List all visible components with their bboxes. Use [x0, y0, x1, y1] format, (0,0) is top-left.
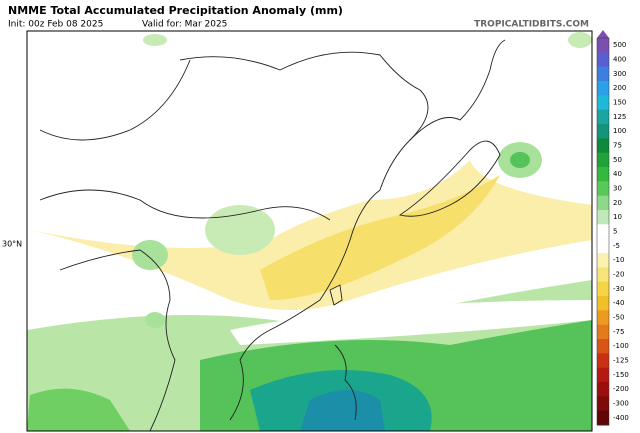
- colorbar-segment: [597, 353, 609, 369]
- colorbar-segment: [597, 109, 609, 125]
- colorbar-segment: [597, 253, 609, 268]
- colorbar-label: -75: [613, 328, 624, 336]
- colorbar-label: 100: [613, 127, 626, 135]
- colorbar-label: -10: [613, 256, 624, 264]
- colorbar-label: 10: [613, 213, 622, 221]
- colorbar-label: 400: [613, 56, 626, 64]
- colorbar-label: 300: [613, 70, 626, 78]
- colorbar-frame: [596, 37, 610, 426]
- colorbar-segment: [597, 167, 609, 182]
- colorbar-label: 125: [613, 113, 626, 121]
- colorbar-segment: [597, 339, 609, 354]
- init-time: Init: 00z Feb 08 2025: [8, 20, 103, 30]
- colorbar-segment: [597, 210, 609, 225]
- colorbar-cap: [597, 30, 609, 38]
- colorbar-segment: [597, 281, 609, 297]
- colorbar: 500 400 300 200 150 125 100 75 50 40 30 20 10 5 -5 -10 -…: [596, 30, 629, 426]
- map: 30°N: [2, 30, 593, 432]
- colorbar-segment: [597, 238, 609, 254]
- title: NMME Total Accumulated Precipitation Ano…: [8, 4, 343, 17]
- colorbar-label: -5: [613, 242, 620, 250]
- colorbar-segment: [597, 382, 609, 397]
- colorbar-label: -300: [613, 400, 629, 408]
- colorbar-segment: [597, 267, 609, 283]
- colorbar-segment: [597, 181, 609, 197]
- colorbar-segment: [597, 138, 609, 154]
- colorbar-segment: [597, 66, 609, 82]
- colorbar-label: -100: [613, 342, 629, 350]
- colorbar-label: 200: [613, 84, 626, 92]
- colorbar-label: 30: [613, 185, 622, 193]
- colorbar-label: -400: [613, 414, 629, 422]
- colorbar-segment: [597, 296, 609, 311]
- colorbar-label: 150: [613, 99, 626, 107]
- colorbar-segment: [597, 81, 609, 96]
- lat-label: 30°N: [2, 240, 22, 249]
- colorbar-label: -200: [613, 385, 629, 393]
- colorbar-label: 20: [613, 199, 622, 207]
- colorbar-label: -30: [613, 285, 624, 293]
- colorbar-label: 5: [613, 228, 617, 236]
- colorbar-label: 500: [613, 41, 626, 49]
- valid-time: Valid for: Mar 2025: [142, 20, 227, 30]
- colorbar-segment: [597, 310, 609, 326]
- colorbar-label: 50: [613, 156, 622, 164]
- colorbar-segment: [597, 52, 609, 68]
- colorbar-segment: [597, 410, 609, 426]
- colorbar-segment: [597, 324, 609, 340]
- colorbar-label: -150: [613, 371, 629, 379]
- colorbar-segment: [597, 224, 609, 240]
- colorbar-label: 75: [613, 142, 622, 150]
- colorbar-segment: [597, 38, 609, 53]
- colorbar-label: -125: [613, 357, 629, 365]
- colorbar-label: 40: [613, 170, 622, 178]
- colorbar-segment: [597, 95, 609, 111]
- colorbar-label: -20: [613, 271, 624, 279]
- colorbar-segment: [597, 195, 609, 211]
- source: TROPICALTIDBITS.COM: [474, 20, 589, 30]
- colorbar-label: -50: [613, 314, 624, 322]
- colorbar-segment: [597, 152, 609, 168]
- colorbar-segment: [597, 396, 609, 412]
- colorbar-segment: [597, 124, 609, 139]
- colorbar-segment: [597, 367, 609, 383]
- colorbar-label: -40: [613, 299, 624, 307]
